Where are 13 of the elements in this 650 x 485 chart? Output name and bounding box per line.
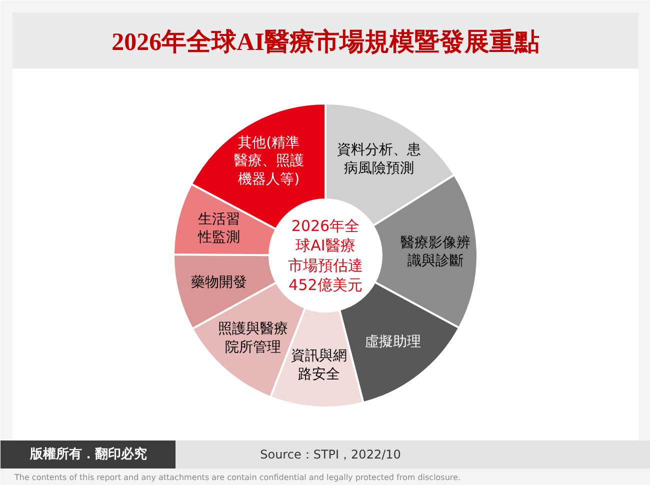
slice-label: 其他(精準醫療、照護機器人等) (234, 134, 304, 188)
slice-label: 資料分析、患病風險預測 (336, 142, 421, 176)
slice-label: 照護與醫療院所管理 (218, 321, 288, 356)
slice-label: 虛擬助理 (365, 334, 422, 350)
slice-label: 醫療影像辨識與診斷 (400, 234, 470, 270)
text: 版權所有．翻印必究 (29, 446, 147, 462)
text: 2026年全球AI醫療市場預估達452億美元 (288, 216, 363, 294)
text: The contents of this report and any attachments are contain confidential and legally protected from disclosure. (14, 473, 460, 482)
slice-label: 藥物開發 (190, 274, 247, 291)
slice-label: 資訊與網路安全 (290, 348, 347, 383)
chart-title: 2026年全球AI醫療市場規模暨發展重點 (112, 28, 540, 56)
slice-label: 生活習性監測 (196, 211, 240, 246)
source-note: Source：STPI，2022/10 (260, 448, 401, 462)
